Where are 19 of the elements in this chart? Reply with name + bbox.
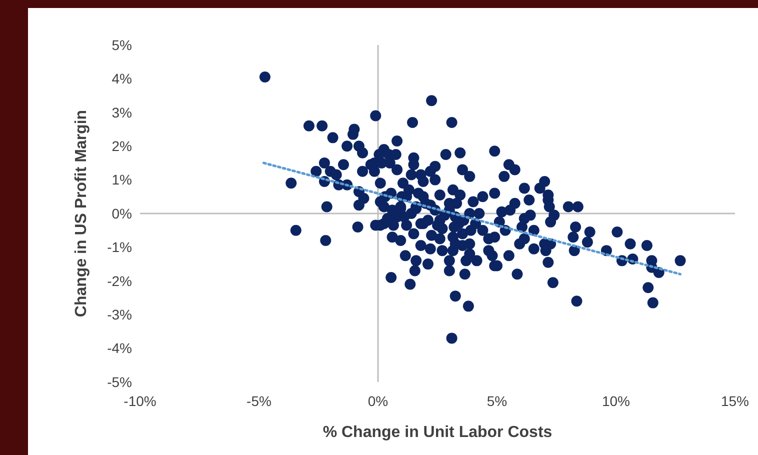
y-tick-label: -1%: [107, 239, 132, 256]
y-axis-title: Change in US Profit Margin: [73, 110, 90, 318]
x-axis-title: % Change in Unit Labor Costs: [322, 424, 552, 441]
y-tick-label: -2%: [107, 272, 132, 289]
x-tick-label: 10%: [602, 393, 630, 409]
y-tick-label: 0%: [112, 205, 132, 222]
x-tick-label: 5%: [486, 393, 508, 409]
x-tick-label: -5%: [246, 393, 272, 409]
y-tick-label: 5%: [112, 36, 132, 53]
y-tick-label: -5%: [107, 374, 132, 390]
y-tick-label: 4%: [112, 70, 132, 87]
y-tick-label: 2%: [112, 138, 132, 154]
x-tick-label: 15%: [720, 393, 750, 409]
y-tick-label: -3%: [107, 306, 132, 322]
x-tick-label: 0%: [368, 393, 388, 409]
y-tick-label: 3%: [112, 104, 132, 120]
y-tick-label: -4%: [107, 340, 132, 356]
y-tick-label: 1%: [112, 172, 132, 188]
x-tick-label: -10%: [124, 393, 156, 409]
